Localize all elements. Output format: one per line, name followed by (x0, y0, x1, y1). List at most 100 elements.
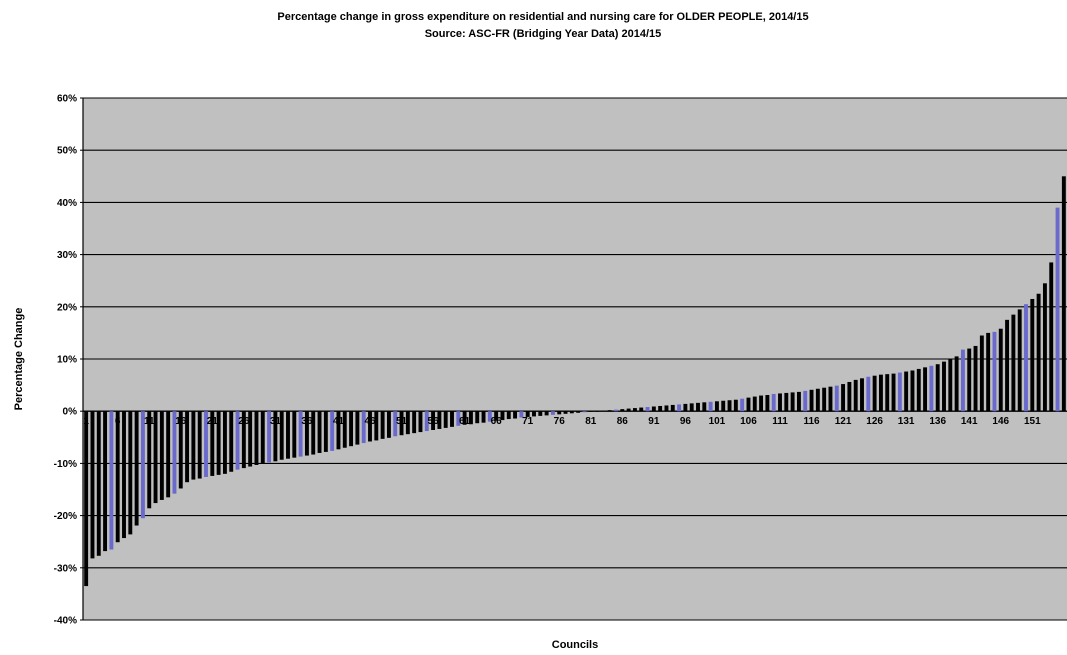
bar (336, 411, 341, 450)
bar (576, 411, 581, 413)
bar (191, 411, 196, 480)
bar (897, 372, 902, 412)
bar (210, 411, 215, 476)
bar (752, 396, 757, 412)
bar (109, 411, 114, 550)
bar (607, 410, 612, 412)
bar (1005, 319, 1010, 412)
bar (342, 411, 347, 448)
bar (866, 376, 871, 412)
bar (727, 400, 732, 412)
bar (1017, 309, 1022, 412)
y-tick-label: 40% (57, 198, 77, 209)
bar (664, 405, 669, 412)
bar (796, 391, 801, 412)
bar (740, 398, 745, 412)
bar (992, 331, 997, 412)
bar (639, 407, 644, 412)
bar (765, 395, 770, 412)
bar (355, 411, 360, 445)
y-tick-label: -10% (54, 459, 77, 470)
x-tick-label: 136 (929, 416, 946, 427)
bar (563, 411, 568, 414)
bar (229, 411, 234, 472)
bar (689, 403, 694, 412)
bar (828, 386, 833, 412)
bar (443, 411, 448, 428)
bar (979, 335, 984, 412)
bar (847, 381, 852, 412)
bar (714, 401, 719, 412)
bar (778, 393, 782, 412)
bar (84, 411, 89, 587)
bar (298, 411, 303, 457)
x-tick-label: 76 (554, 416, 566, 427)
bar (853, 379, 858, 412)
chart-subtitle: Source: ASC-FR (Bridging Year Data) 2014… (425, 28, 662, 40)
bar (569, 411, 574, 414)
bar (1042, 283, 1047, 412)
x-tick-label: 121 (835, 416, 852, 427)
bar (1036, 293, 1041, 412)
y-tick-label: -40% (54, 616, 77, 627)
bar (222, 411, 227, 474)
bar (216, 411, 221, 475)
bar (468, 411, 473, 425)
bar (273, 411, 278, 462)
bar (557, 411, 562, 415)
bar (1030, 298, 1035, 412)
bar (178, 411, 183, 489)
bar (683, 403, 688, 412)
bar (582, 411, 587, 413)
bar (1061, 176, 1066, 412)
bar (532, 411, 536, 417)
x-tick-label: 6 (115, 416, 121, 427)
bar (1055, 207, 1060, 412)
x-tick-label: 26 (238, 416, 250, 427)
x-tick-label: 21 (207, 416, 219, 427)
y-axis-ticks: 60% 50% 40% 30% 20% 10% 0% -10% -20% -30% -40% (54, 94, 83, 627)
bar (159, 411, 164, 500)
bar (809, 389, 814, 412)
bar (279, 411, 284, 460)
bar (292, 411, 297, 458)
bar (330, 411, 335, 451)
bar (998, 328, 1003, 412)
grid-lines (83, 97, 1067, 621)
bar (304, 411, 309, 456)
bar (456, 411, 461, 426)
x-tick-label: 91 (648, 416, 660, 427)
bar (645, 407, 650, 412)
bar (1011, 314, 1016, 412)
bar (386, 411, 391, 438)
x-tick-label: 11 (144, 416, 155, 427)
bar (349, 411, 354, 447)
bar (405, 411, 410, 435)
bar (885, 374, 890, 412)
x-tick-label: 61 (459, 416, 471, 427)
bar (115, 411, 120, 543)
bar (311, 411, 316, 455)
bar (929, 365, 934, 412)
bar (771, 393, 776, 412)
bar (380, 411, 385, 439)
bar (103, 411, 108, 552)
bars (84, 176, 1066, 587)
bar (494, 411, 499, 421)
bar (260, 411, 265, 464)
bar (538, 411, 543, 416)
bar (948, 359, 953, 412)
bar (935, 364, 940, 412)
bar (323, 411, 328, 452)
bar (973, 345, 978, 412)
x-tick-label: 81 (585, 416, 597, 427)
chart-title: Percentage change in gross expenditure o… (277, 11, 808, 23)
bar (374, 411, 379, 441)
x-tick-label: 126 (866, 416, 883, 427)
bar (891, 373, 896, 412)
y-tick-label: -20% (54, 511, 77, 522)
x-tick-label: 96 (680, 416, 692, 427)
bar (519, 411, 524, 418)
bar (733, 399, 738, 412)
